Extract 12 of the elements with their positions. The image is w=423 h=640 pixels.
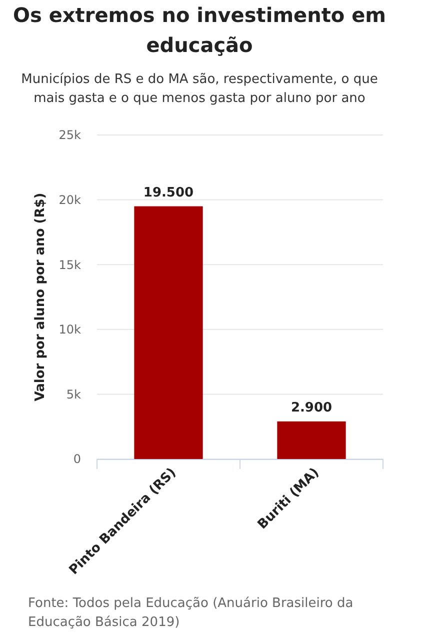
y-axis-title: Valor por aluno por ano (R$) [33,192,48,402]
chart-subtitle: Municípios de RS e do MA são, respectivamente, o que mais gasta e o que menos gasta por aluno por ano [21,72,378,106]
y-tick-label: 10k [58,322,82,337]
source-note: Fonte: Todos pela Educação (Anuário Brasileiro da Educação Básica 2019) [28,596,354,630]
y-tick-label: 20k [58,193,82,207]
chart-title: Os extremos no investimento em educação [12,3,386,57]
y-tick-label: 5k [66,387,82,402]
data-label: 2.900 [290,400,332,416]
data-label: 19.500 [143,185,194,200]
y-tick-label: 0 [73,452,81,466]
y-tick-label: 15k [58,258,82,272]
y-tick-label: 25k [58,128,82,142]
